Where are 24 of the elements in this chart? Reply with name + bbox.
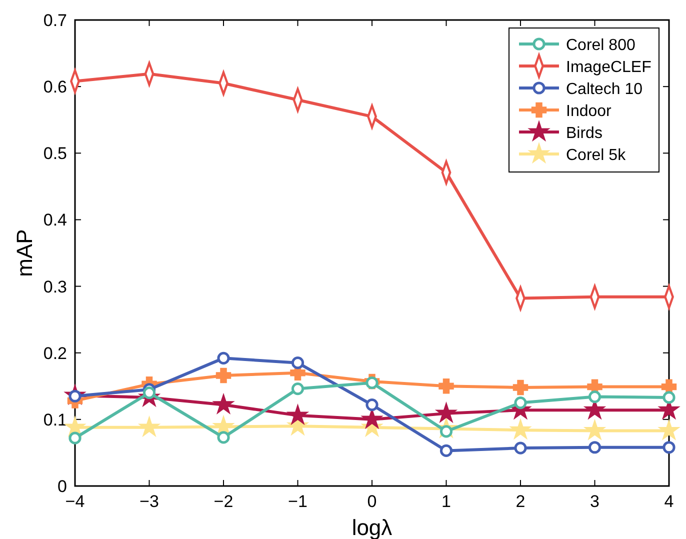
legend-label: Birds <box>566 125 602 142</box>
x-tick-label: 3 <box>590 492 600 511</box>
x-tick-label: 4 <box>664 492 674 511</box>
y-tick-label: 0.6 <box>43 78 67 97</box>
legend-label: Corel 5k <box>566 147 627 164</box>
x-tick-label: 2 <box>516 492 526 511</box>
legend-label: Caltech 10 <box>566 81 643 98</box>
x-tick-label: −2 <box>214 492 234 511</box>
y-tick-label: 0.4 <box>43 210 67 230</box>
x-tick-label: 0 <box>367 492 377 511</box>
y-tick-label: 0.5 <box>43 144 67 164</box>
y-tick-label: 0.7 <box>43 11 67 30</box>
y-tick-label: 0.2 <box>43 344 67 363</box>
y-axis-title: mAP <box>12 229 37 277</box>
legend-label: ImageCLEF <box>566 59 652 76</box>
y-tick-label: 0.3 <box>43 277 67 296</box>
x-tick-label: −3 <box>140 492 159 511</box>
legend-label: Indoor <box>566 103 612 120</box>
x-tick-label: −1 <box>288 492 308 511</box>
y-tick-label: 0.1 <box>43 410 67 430</box>
y-tick-label: 0 <box>58 477 67 496</box>
x-tick-label: 1 <box>442 492 451 511</box>
x-tick-label: −4 <box>65 492 85 511</box>
legend-label: Corel 800 <box>566 37 636 54</box>
